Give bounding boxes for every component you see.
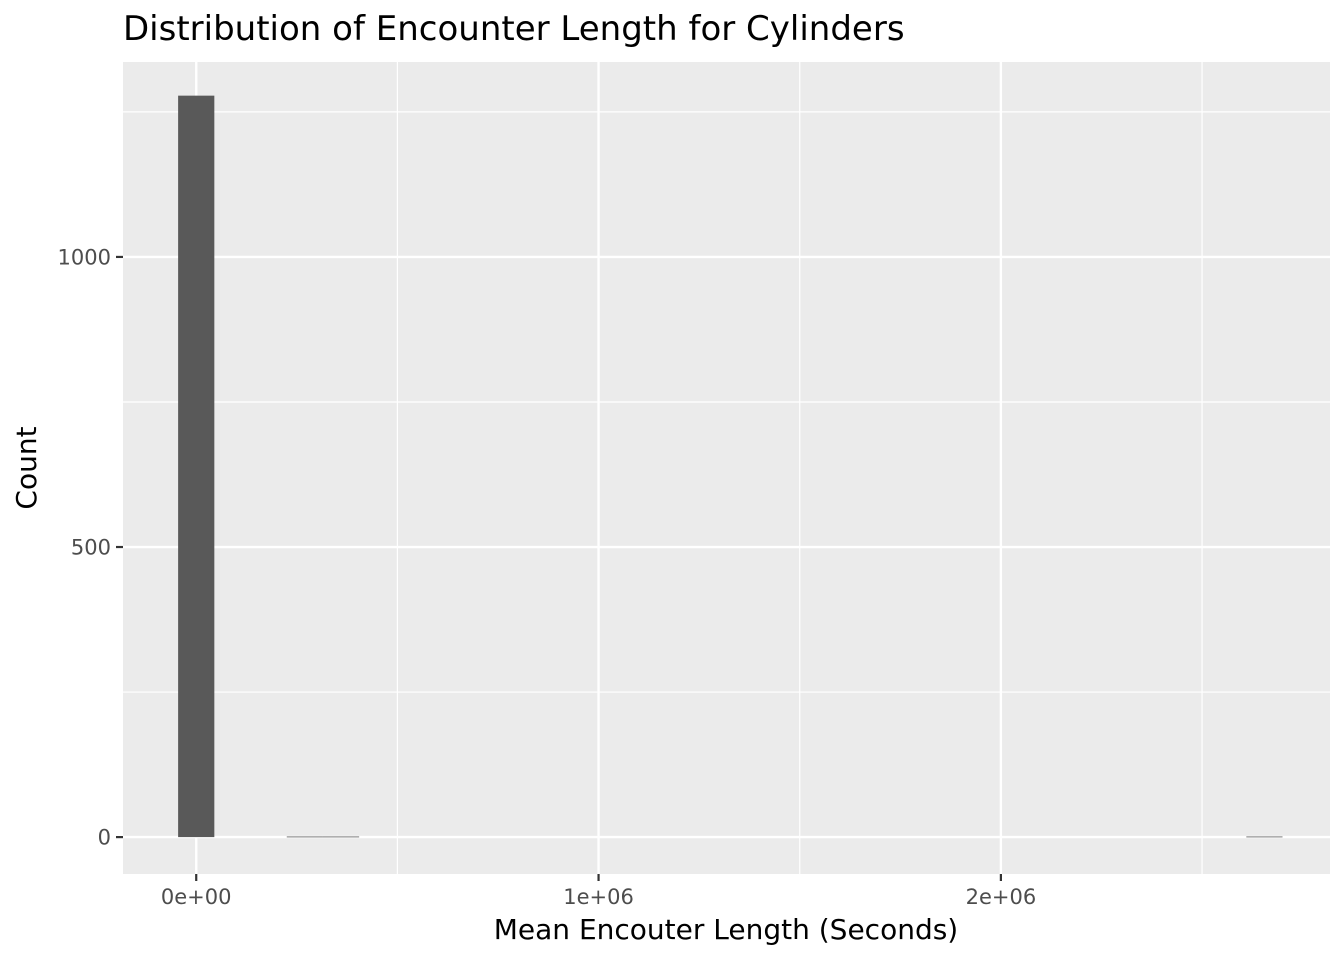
x-tick-label: 0e+00 <box>161 885 232 909</box>
x-tick-label: 2e+06 <box>966 885 1037 909</box>
y-axis-title: Count <box>10 426 43 509</box>
histogram-bars <box>178 95 1283 838</box>
histogram-bar <box>178 95 215 838</box>
x-tick-label: 1e+06 <box>563 885 634 909</box>
histogram-bar <box>286 836 323 838</box>
y-axis: 0 500 1000 <box>58 245 123 850</box>
histogram-bar <box>322 836 360 838</box>
x-axis: 0e+00 1e+06 2e+06 <box>161 874 1036 909</box>
chart-title: Distribution of Encounter Length for Cyl… <box>123 9 905 49</box>
y-tick-label: 500 <box>71 536 111 560</box>
minor-gridlines <box>123 62 1330 874</box>
y-tick-label: 0 <box>98 826 111 850</box>
histogram-bar <box>1246 836 1283 838</box>
plot-panel <box>123 62 1330 874</box>
y-tick-label: 1000 <box>58 245 111 269</box>
x-axis-title: Mean Encouter Length (Seconds) <box>494 913 958 946</box>
